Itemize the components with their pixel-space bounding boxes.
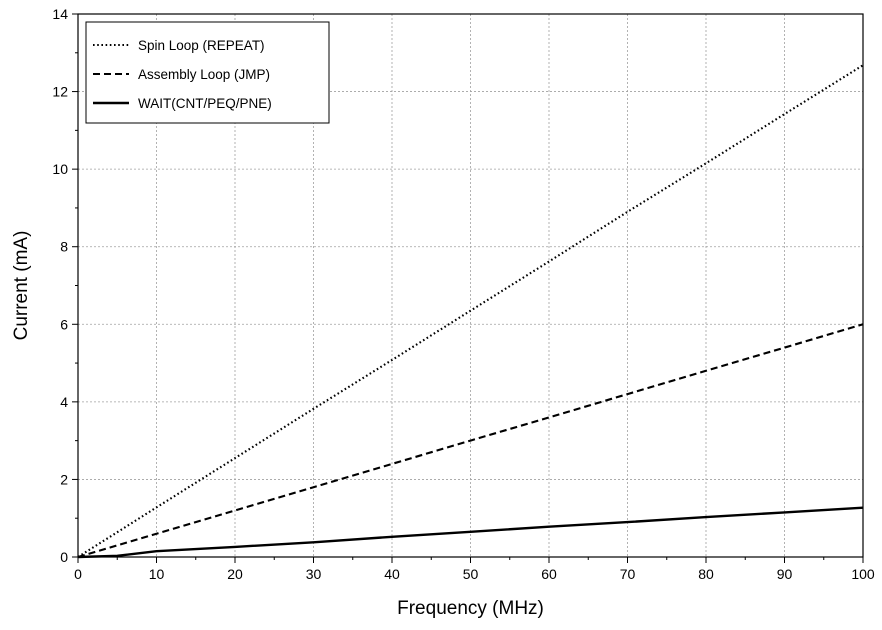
x-tick-label: 30 — [306, 566, 322, 582]
y-tick-label: 10 — [52, 161, 68, 177]
legend-label-1: Spin Loop (REPEAT) — [138, 38, 265, 53]
x-tick-label: 90 — [777, 566, 793, 582]
y-tick-label: 14 — [52, 6, 68, 22]
y-tick-label: 6 — [60, 316, 68, 332]
legend-label-3: WAIT(CNT/PEQ/PNE) — [138, 96, 272, 111]
x-tick-label: 20 — [227, 566, 243, 582]
legend-box — [85, 21, 330, 124]
y-tick-label: 4 — [60, 394, 68, 410]
series-line-3 — [77, 506, 864, 559]
x-tick-label: 60 — [541, 566, 557, 582]
x-tick-label: 0 — [74, 566, 82, 582]
x-tick-label: 100 — [851, 566, 875, 582]
x-tick-label: 40 — [384, 566, 400, 582]
legend: Spin Loop (REPEAT) Assembly Loop (JMP) WAI… — [85, 21, 330, 124]
series-line-2 — [77, 323, 864, 559]
y-axis-title: Current (mA) — [11, 231, 32, 341]
y-tick-label: 2 — [60, 471, 68, 487]
x-tick-label: 70 — [620, 566, 636, 582]
series-line-1 — [77, 64, 864, 558]
x-axis-title: Frequency (MHz) — [397, 598, 544, 619]
grid-lines — [78, 14, 863, 557]
series-lines — [77, 64, 864, 559]
y-tick-label: 8 — [60, 239, 68, 255]
axis-ticks — [72, 13, 864, 563]
x-tick-label: 10 — [149, 566, 165, 582]
x-tick-label: 80 — [698, 566, 714, 582]
y-tick-label: 0 — [60, 549, 68, 565]
tick-labels: 0 10 20 30 40 50 60 70 80 90 100 0 2 4 6 8 10 12 14 — [52, 6, 874, 582]
legend-label-2: Assembly Loop (JMP) — [138, 67, 270, 82]
y-tick-label: 12 — [52, 84, 68, 100]
x-tick-label: 50 — [463, 566, 479, 582]
